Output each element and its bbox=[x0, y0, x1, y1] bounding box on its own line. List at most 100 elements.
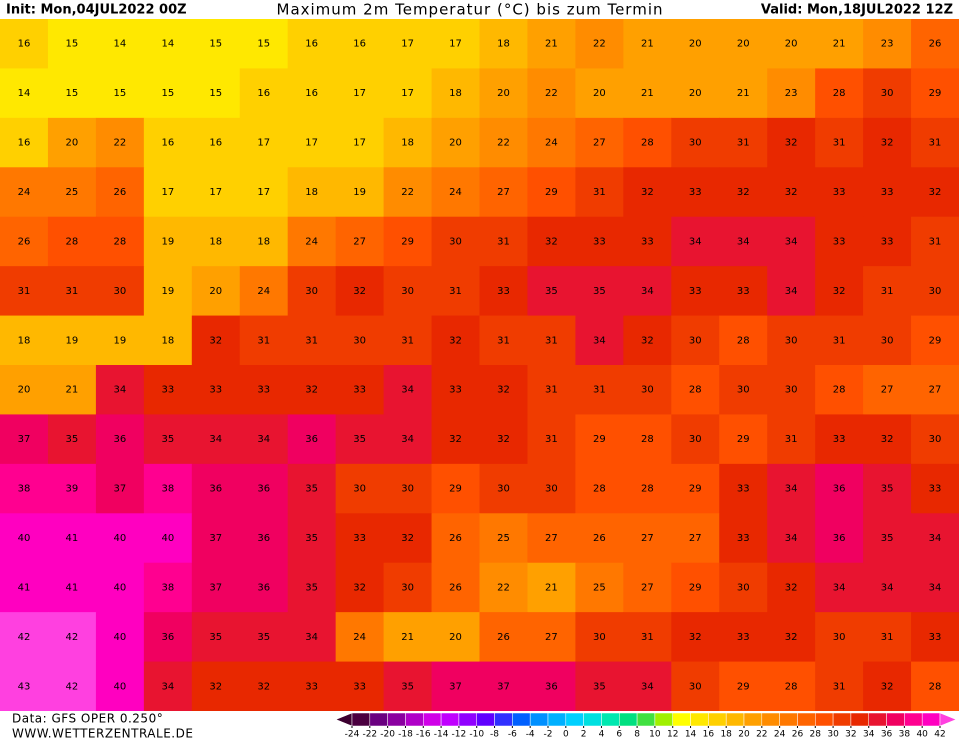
temperature-cell bbox=[863, 117, 912, 168]
temperature-value: 31 bbox=[929, 138, 942, 149]
temperature-value: 21 bbox=[641, 88, 654, 99]
temperature-cell bbox=[575, 562, 624, 613]
temperature-cell bbox=[815, 365, 864, 415]
temperature-cell bbox=[911, 117, 959, 168]
temperature-cell bbox=[911, 562, 959, 613]
temperature-cell bbox=[191, 266, 241, 317]
temperature-value: 42 bbox=[18, 632, 31, 643]
temperature-cell bbox=[0, 513, 49, 564]
temperature-cell bbox=[239, 19, 289, 69]
temperature-cell bbox=[335, 463, 385, 514]
legend-tick-label: -20 bbox=[380, 730, 395, 740]
temperature-value: 28 bbox=[641, 484, 654, 495]
temperature-value: 32 bbox=[785, 187, 798, 198]
legend-swatch bbox=[351, 712, 371, 727]
temperature-cell bbox=[335, 365, 385, 415]
temperature-cell bbox=[863, 68, 912, 119]
temperature-value: 20 bbox=[209, 286, 222, 297]
temperature-cell bbox=[47, 19, 97, 69]
temperature-value: 30 bbox=[114, 286, 127, 297]
temperature-cell bbox=[815, 167, 864, 218]
temperature-cell bbox=[47, 463, 97, 514]
temperature-cell bbox=[95, 68, 145, 119]
legend-tick-label: 42 bbox=[934, 730, 945, 740]
temperature-value: 30 bbox=[737, 385, 750, 396]
legend-tick-label: -6 bbox=[508, 730, 517, 740]
temperature-cell bbox=[767, 612, 816, 663]
legend-swatch bbox=[815, 712, 834, 727]
temperature-value: 20 bbox=[66, 138, 79, 149]
temperature-cell bbox=[0, 68, 49, 119]
temperature-cell bbox=[143, 266, 193, 317]
temperature-value: 26 bbox=[449, 533, 462, 544]
temperature-cell bbox=[191, 562, 241, 613]
temperature-cell bbox=[47, 365, 97, 415]
temperature-value: 16 bbox=[257, 88, 270, 99]
site-name: WWW.WETTERZENTRALE.DE bbox=[12, 727, 193, 741]
temperature-cell bbox=[47, 661, 97, 712]
temperature-value: 27 bbox=[545, 632, 558, 643]
temperature-cell bbox=[287, 365, 337, 415]
temperature-value: 34 bbox=[929, 582, 942, 593]
temperature-cell bbox=[47, 562, 97, 613]
temperature-value: 33 bbox=[593, 236, 606, 247]
temperature-cell bbox=[527, 68, 576, 119]
temperature-cell bbox=[143, 19, 193, 69]
temperature-cell bbox=[191, 365, 241, 415]
temperature-cell bbox=[383, 315, 433, 366]
temperature-cell bbox=[719, 216, 768, 267]
temperature-value: 24 bbox=[545, 138, 558, 149]
temperature-value: 19 bbox=[114, 335, 127, 346]
legend-tick-label: 40 bbox=[916, 730, 928, 740]
temperature-value: 34 bbox=[881, 582, 894, 593]
color-legend: -24 -22 -20 -18 -16 -14 -12 -10 -8 -6 -4 -2 0 2 4 6 8 10 1… bbox=[335, 712, 957, 740]
temperature-value: 30 bbox=[401, 582, 414, 593]
temperature-cell bbox=[719, 315, 768, 366]
temperature-cell bbox=[863, 315, 912, 366]
temperature-value: 36 bbox=[114, 434, 127, 445]
temperature-cell bbox=[767, 266, 816, 317]
temperature-value: 14 bbox=[114, 39, 127, 50]
temperature-cell bbox=[575, 117, 624, 168]
temperature-value: 30 bbox=[401, 286, 414, 297]
temperature-value: 17 bbox=[353, 88, 366, 99]
temperature-cell bbox=[671, 513, 720, 564]
temperature-value: 18 bbox=[209, 236, 222, 247]
temperature-value: 28 bbox=[929, 681, 942, 692]
temperature-value: 27 bbox=[929, 385, 942, 396]
temperature-cell bbox=[623, 117, 672, 168]
legend-swatch bbox=[583, 712, 602, 727]
temperature-cell bbox=[143, 463, 193, 514]
temperature-value: 18 bbox=[497, 39, 510, 50]
temperature-value: 17 bbox=[161, 187, 174, 198]
temperature-cell bbox=[623, 661, 672, 712]
temperature-value: 24 bbox=[18, 187, 31, 198]
temperature-cell bbox=[575, 19, 624, 69]
legend-swatch bbox=[565, 712, 584, 727]
temperature-cell bbox=[719, 19, 768, 69]
legend-tick-label: 36 bbox=[881, 730, 893, 740]
temperature-value: 24 bbox=[257, 286, 270, 297]
temperature-cell bbox=[239, 513, 289, 564]
temperature-value: 30 bbox=[929, 286, 942, 297]
temperature-value: 16 bbox=[18, 39, 31, 50]
temperature-value: 30 bbox=[305, 286, 318, 297]
temperature-cell bbox=[191, 513, 241, 564]
temperature-cell bbox=[767, 117, 816, 168]
data-source: Data: GFS OPER 0.250° bbox=[12, 712, 163, 726]
legend-tick-label: -16 bbox=[416, 730, 431, 740]
temperature-cell bbox=[479, 315, 528, 366]
temperature-cell bbox=[767, 414, 816, 465]
temperature-value: 34 bbox=[833, 582, 846, 593]
temperature-cell bbox=[479, 463, 528, 514]
temperature-cell bbox=[335, 315, 385, 366]
temperature-cell bbox=[0, 266, 49, 317]
temperature-cell bbox=[191, 315, 241, 366]
temperature-cell bbox=[287, 266, 337, 317]
temperature-cell bbox=[431, 19, 480, 69]
temperature-value: 34 bbox=[689, 236, 702, 247]
temperature-value: 32 bbox=[209, 335, 222, 346]
temperature-cell bbox=[767, 167, 816, 218]
temperature-value: 38 bbox=[161, 582, 174, 593]
temperature-value: 15 bbox=[257, 39, 270, 50]
